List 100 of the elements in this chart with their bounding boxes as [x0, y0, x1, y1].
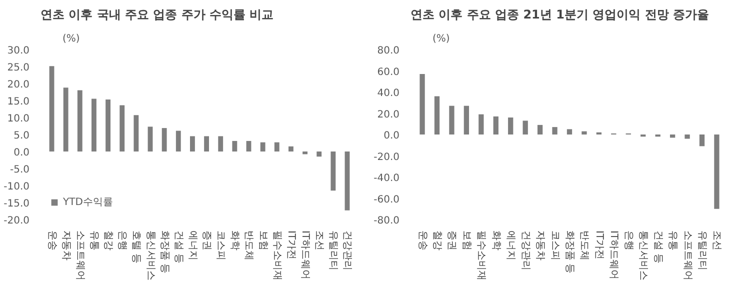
x-tick-label: 화장품 등 — [564, 230, 575, 274]
x-tick-label: 소프트웨어 — [682, 230, 693, 280]
bar — [537, 124, 543, 134]
x-tick-label: 운송 — [46, 230, 58, 250]
x-tick-label: IT하드웨어 — [608, 230, 620, 280]
bar — [344, 152, 350, 210]
x-tick-label: 은행 — [116, 230, 128, 250]
y-tick-label: 40.0 — [377, 88, 400, 99]
bar — [77, 90, 82, 152]
y-tick-label: -15.0 — [4, 198, 30, 210]
x-tick-label: 필수소비재 — [271, 230, 282, 280]
bar — [274, 142, 280, 152]
x-tick-label: 반도체 — [243, 230, 254, 260]
bar — [478, 114, 484, 134]
bar — [493, 116, 498, 134]
bar — [148, 126, 153, 152]
bar — [552, 127, 558, 134]
bar — [134, 115, 139, 152]
y-tick-label: -20.0 — [374, 152, 400, 163]
bar — [330, 152, 336, 191]
bar — [316, 152, 322, 157]
x-tick-label: 건강관리 — [342, 230, 353, 270]
bar — [232, 140, 238, 152]
bar — [106, 99, 110, 152]
bar — [684, 134, 690, 139]
x-tick-label: 코스피 — [549, 230, 560, 260]
bar — [508, 118, 514, 134]
x-tick-label: 조선 — [314, 230, 325, 250]
chart-title: 연초 이후 국내 주요 업종 주가 수익률 비교 — [40, 8, 274, 22]
y-tick-label: 25.0 — [7, 62, 30, 74]
x-tick-label: 화학 — [229, 230, 240, 250]
x-tick-label: 철강 — [102, 230, 114, 250]
x-tick-label: 에너지 — [505, 230, 516, 260]
x-tick-label: 유틸리티 — [328, 230, 339, 270]
y-tick-label: 0.0 — [14, 148, 30, 158]
y-tick-label: 0.0 — [384, 130, 400, 142]
y-tick-label: 80.0 — [377, 46, 400, 56]
bar — [218, 136, 224, 152]
y-tick-label: 5.0 — [14, 130, 30, 142]
x-tick-label: 보험 — [257, 230, 268, 250]
bar — [162, 128, 167, 152]
x-tick-label: 철강 — [432, 230, 442, 250]
legend-label: YTD수익률 — [63, 196, 113, 209]
x-tick-label: IT가전 — [285, 230, 296, 260]
bar — [246, 140, 252, 152]
x-tick-label: 증권 — [201, 230, 212, 250]
y-axis-title: (%) — [432, 34, 450, 44]
y-tick-label: 60.0 — [377, 66, 400, 78]
bar — [49, 66, 54, 152]
bar — [63, 88, 68, 152]
x-tick-label: 반도체 — [578, 230, 590, 260]
x-tick-label: 조선 — [711, 230, 722, 250]
x-tick-label: 유통 — [88, 230, 100, 250]
x-tick-label: 보험 — [460, 230, 472, 250]
chart-title: 연초 이후 주요 업종 21년 1분기 영업이익 전망 증가율 — [410, 8, 709, 22]
bar — [302, 152, 308, 154]
x-tick-label: 필수소비재 — [476, 230, 487, 280]
x-tick-label: 통신서비스 — [144, 230, 156, 280]
bar — [434, 96, 440, 134]
bar — [92, 98, 96, 152]
x-tick-label: 화장품 등 — [158, 230, 170, 274]
bar — [670, 134, 676, 138]
y-tick-label: 15.0 — [7, 96, 30, 108]
x-tick-label: 유틸리티 — [696, 230, 708, 270]
x-tick-label: 화학 — [490, 230, 502, 250]
x-tick-label: 건설 등 — [172, 230, 184, 264]
y-tick-label: -80.0 — [374, 216, 400, 226]
bar — [260, 142, 266, 152]
x-tick-label: 자동차 — [60, 230, 72, 260]
bar — [204, 136, 209, 152]
x-tick-label: 자동차 — [534, 230, 546, 260]
bar — [420, 74, 425, 134]
x-tick-label: IT하드웨어 — [300, 230, 311, 280]
x-tick-label: 건설 등 — [652, 230, 664, 264]
y-tick-label: 30.0 — [7, 46, 30, 56]
y-tick-label: -5.0 — [10, 164, 30, 176]
x-tick-label: 은행 — [622, 230, 634, 250]
bar — [288, 146, 294, 152]
y-tick-label: -10.0 — [4, 182, 30, 192]
x-tick-label: 호텔 등 — [130, 230, 142, 264]
y-tick-label: 20.0 — [377, 109, 400, 120]
x-tick-label: 코스피 — [215, 230, 226, 260]
bar — [522, 120, 528, 134]
bar — [464, 106, 470, 134]
x-tick-label: 통신서비스 — [638, 230, 649, 280]
bar — [582, 131, 587, 134]
y-tick-label: -40.0 — [374, 173, 400, 184]
x-tick-label: IT가전 — [593, 230, 604, 260]
bar — [714, 134, 720, 209]
bar — [449, 106, 454, 134]
y-tick-label: 10.0 — [7, 114, 30, 124]
bar — [699, 134, 705, 146]
bar — [566, 129, 572, 134]
x-tick-label: 증권 — [446, 230, 458, 250]
x-tick-label: 유통 — [667, 230, 678, 250]
bar — [176, 130, 181, 152]
x-tick-label: 건강관리 — [520, 230, 531, 270]
y-axis-title: (%) — [62, 34, 80, 44]
x-tick-label: 에너지 — [186, 230, 198, 260]
y-tick-label: -60.0 — [374, 194, 400, 206]
